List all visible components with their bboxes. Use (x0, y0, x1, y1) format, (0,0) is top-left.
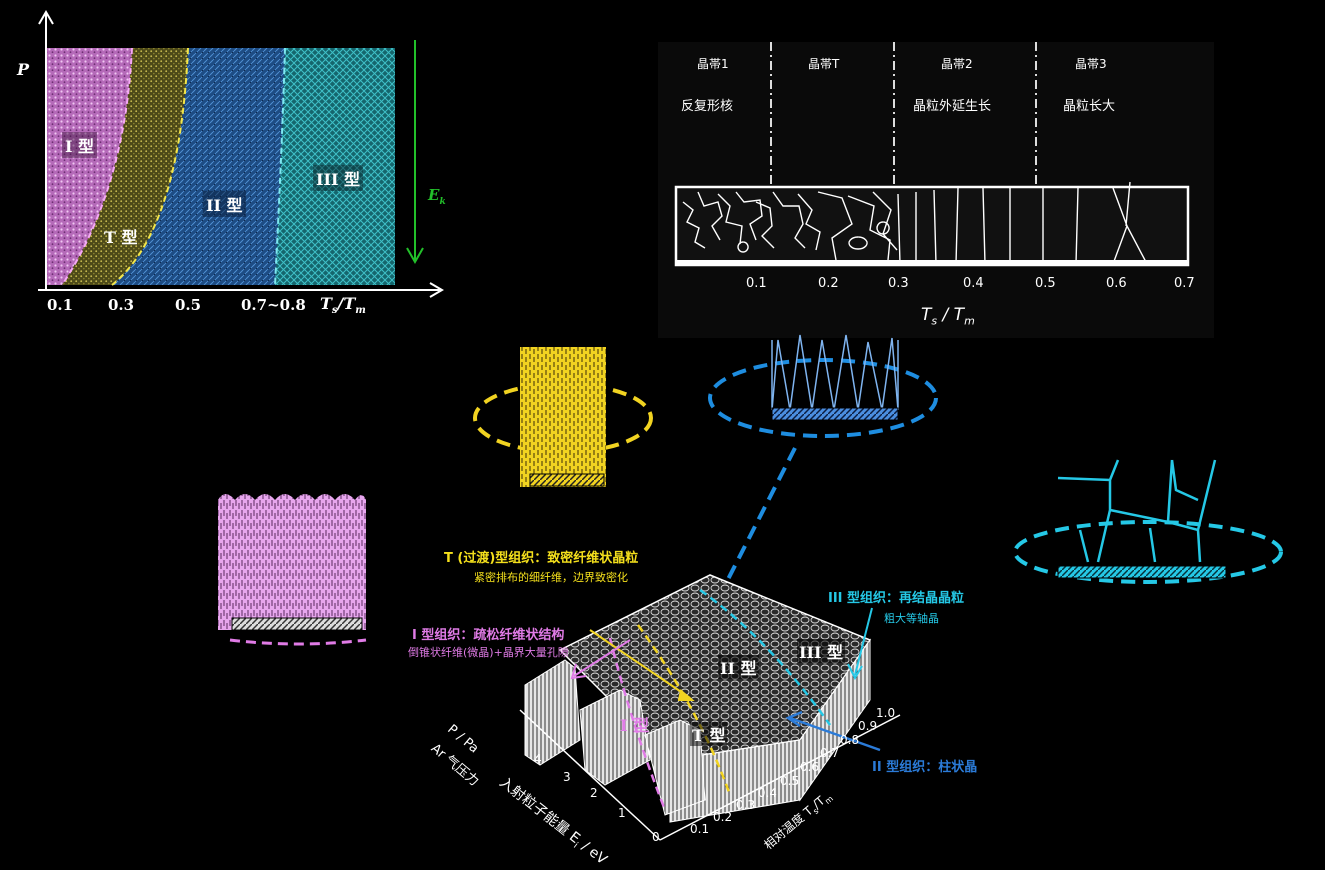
p-tick: 3 (563, 770, 571, 784)
block-zone-t-label: T 型 (690, 722, 728, 746)
t-tick: 0.9 (858, 719, 878, 733)
x-axis-label: Ts/Tm (320, 294, 366, 317)
zone-1-region (46, 48, 132, 285)
band-desc: 晶粒长大 (1063, 99, 1116, 114)
zone-t-region (62, 48, 188, 285)
p-tick: 0 (652, 830, 660, 844)
t-tick: 0.2 (713, 810, 733, 824)
tick-label: 0.3 (108, 296, 135, 314)
p-tick: 4 (534, 752, 542, 766)
t-tick: 0.4 (758, 786, 778, 800)
band-tick: 0.1 (746, 276, 767, 291)
iii-annotation-desc: 粗大等轴晶 (884, 612, 939, 625)
band-tick: 0.5 (1035, 276, 1056, 291)
t-tick: 0.8 (840, 733, 860, 747)
zone-3-label: III 型 (313, 165, 364, 191)
t-tick: 0.7 (820, 746, 840, 760)
i-structure-sketch (218, 494, 366, 630)
ii-structure-sketch (771, 334, 899, 411)
tick-label: 0.1 (47, 296, 74, 314)
band-tick: 0.2 (818, 276, 839, 291)
i-annotation-title: I 型组织：疏松纤维状结构 (412, 628, 565, 643)
band-x-label: Ts / Tm (921, 305, 975, 328)
t-structure-sketch (520, 347, 606, 487)
t-tick: 0.6 (800, 760, 820, 774)
zone-t-label: T 型 (104, 228, 138, 247)
band-name: 晶帯3 (1075, 57, 1107, 71)
band-name: 晶帯2 (941, 57, 973, 71)
t-annotation-title: T (过渡)型组织：致密纤维状晶粒 (444, 551, 639, 566)
band-desc: 反复形核 (681, 99, 734, 114)
ii-annotation-title: II 型组织：柱状晶 (872, 760, 978, 775)
band-tick: 0.7 (1174, 276, 1195, 291)
iii-structure-sketch (1057, 459, 1217, 563)
p-tick: 2 (590, 786, 598, 800)
p-tick: 1 (618, 806, 626, 820)
t-tick: 0.5 (780, 774, 800, 788)
i-annotation-desc: 倒锥状纤维(微晶)+晶界大量孔隙 (408, 646, 569, 659)
band-name: 晶帯T (808, 57, 840, 71)
structure-sketches (218, 334, 1283, 646)
zone-2-label: II 型 (203, 191, 246, 217)
block-zone-3-label: III 型 (797, 639, 846, 663)
block-zone-1-label: I 型 (620, 716, 650, 735)
y-axis-label: P (17, 60, 30, 79)
band-name: 晶帯1 (697, 57, 729, 71)
band-tick: 0.6 (1106, 276, 1127, 291)
band-tick: 0.3 (888, 276, 909, 291)
zone-block-3d (519, 574, 901, 841)
t-tick: 0.1 (690, 822, 710, 836)
block-zone-2-label: II 型 (718, 655, 759, 679)
band-chart (674, 42, 1190, 267)
tick-label: 0.7~0.8 (241, 296, 306, 314)
band-tick: 0.4 (963, 276, 984, 291)
zone-1-label: I 型 (62, 132, 98, 158)
energy-label: Ek (428, 186, 446, 207)
t-tick: 1.0 (876, 706, 896, 720)
zone-chart (38, 10, 444, 298)
t-tick: 0.3 (736, 798, 756, 812)
t-annotation-desc: 紧密排布的细纤维，边界致密化 (474, 571, 628, 584)
tick-label: 0.5 (175, 296, 202, 314)
band-desc: 晶粒外延生长 (913, 99, 992, 114)
iii-annotation-title: III 型组织：再结晶晶粒 (828, 591, 965, 606)
